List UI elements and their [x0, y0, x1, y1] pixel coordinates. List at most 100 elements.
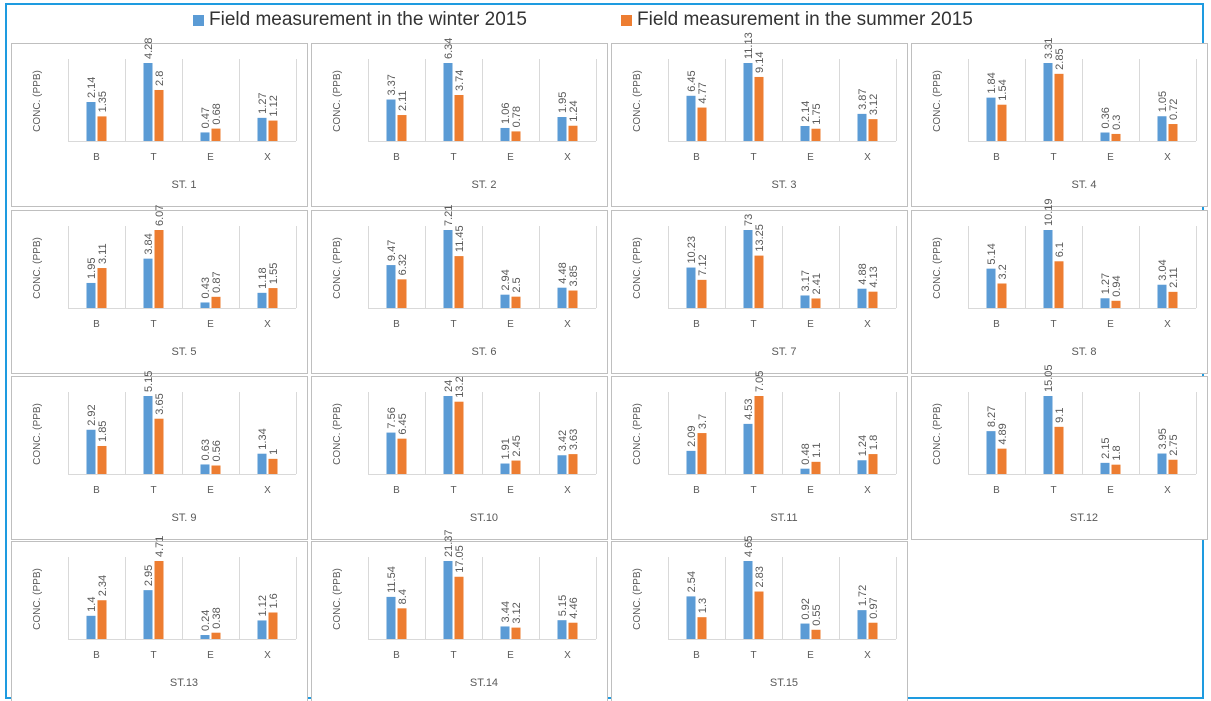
chart-title: ST. 3 [771, 179, 796, 191]
data-label: 5.15 [557, 595, 569, 616]
bar-winter-E [200, 132, 210, 141]
chart-title: ST.13 [170, 677, 198, 689]
category-tick-label: T [750, 319, 756, 330]
y-axis-title: CONC. (PPB) [332, 568, 343, 630]
category-tick-label: X [264, 319, 271, 330]
bar-summer-B [997, 104, 1007, 141]
category-tick-label: T [450, 152, 456, 163]
data-label: 7.05 [754, 371, 766, 392]
bar-winter-X [557, 455, 567, 474]
bar-summer-E [511, 131, 521, 141]
data-label: 0.47 [200, 107, 212, 128]
bar-summer-E [211, 128, 221, 141]
category-tick-label: B [93, 650, 100, 661]
category-tick-label: E [1107, 152, 1114, 163]
category-tick-label: X [564, 152, 571, 163]
category-tick-label: E [1107, 319, 1114, 330]
data-label: 0.68 [211, 103, 223, 124]
category-tick-label: T [750, 485, 756, 496]
legend-swatch-summer [621, 14, 632, 26]
category-tick-label: B [393, 319, 400, 330]
category-tick-label: T [750, 152, 756, 163]
chart-title: ST.14 [470, 677, 498, 689]
y-axis-title: CONC. (PPB) [932, 403, 943, 465]
bar-winter-B [986, 268, 996, 308]
category-tick-label: X [1164, 152, 1171, 163]
data-label: 0.63 [200, 439, 212, 460]
y-axis-title: CONC. (PPB) [332, 403, 343, 465]
data-label: 0.55 [811, 604, 823, 625]
data-label: 1.3 [697, 598, 709, 613]
bar-winter-E [500, 127, 510, 141]
data-label: 1.34 [257, 428, 269, 449]
bar-summer-X [568, 622, 578, 639]
data-label: 2.8 [154, 71, 166, 86]
bar-winter-E [800, 126, 810, 141]
data-label: 3.7 [697, 414, 709, 429]
data-label: 0.36 [1100, 107, 1112, 128]
data-label: 6.45 [397, 413, 409, 434]
data-label: 1.24 [857, 435, 869, 456]
bar-summer-B [697, 617, 707, 639]
chart-title: ST. 8 [1071, 346, 1096, 358]
category-tick-label: X [564, 319, 571, 330]
data-label: 2.83 [754, 566, 766, 587]
station-chart-4: 1.84 1.54 B 3.312.85 T 0.36 0.3 E 1.05 0.72 X CONC.… [911, 38, 1208, 207]
data-label: 3.95 [1157, 428, 1169, 449]
bar-winter-X [857, 113, 867, 141]
data-label: 6.07 [154, 205, 166, 226]
y-axis-title: CONC. (PPB) [632, 70, 643, 132]
bar-winter-T [1043, 230, 1053, 308]
bar-summer-X [568, 125, 578, 141]
data-label: 4.89 [997, 423, 1009, 444]
bar-summer-B [397, 115, 407, 141]
data-label: 1.85 [97, 421, 109, 442]
category-tick-label: X [1164, 319, 1171, 330]
category-tick-label: E [807, 319, 814, 330]
data-label: 5.15 [143, 371, 155, 392]
station-chart-10: 7.56 6.45 B 24 13.2 T 1.91 2.45 E 3.42 3.63 X CONC. … [311, 376, 608, 540]
bar-summer-E [1111, 300, 1121, 308]
data-label: 2.92 [86, 404, 98, 425]
data-label: 2.5 [511, 277, 523, 292]
bar-summer-B [397, 279, 407, 308]
bar-winter-X [257, 453, 267, 474]
bar-winter-X [857, 610, 867, 639]
bar-summer-T [454, 401, 464, 474]
data-label: 9.47 [386, 240, 398, 261]
bar-summer-X [568, 290, 578, 308]
bar-summer-E [811, 629, 821, 639]
y-axis-title: CONC. (PPB) [632, 237, 643, 299]
category-tick-label: E [507, 319, 514, 330]
data-label: 0.78 [511, 106, 523, 127]
data-label: 0.87 [211, 271, 223, 292]
data-label: 1.6 [268, 593, 280, 608]
bar-winter-X [1157, 116, 1167, 141]
bar-summer-B [397, 608, 407, 639]
data-label: 9.14 [754, 52, 766, 73]
category-tick-label: E [1107, 485, 1114, 496]
bar-winter-T [1043, 396, 1053, 474]
bar-summer-T [454, 576, 464, 639]
data-label: 1.1 [811, 443, 823, 458]
data-label: 3.04 [1157, 259, 1169, 280]
bar-summer-E [811, 461, 821, 474]
chart-title: ST. 1 [171, 179, 196, 191]
category-tick-label: T [150, 319, 156, 330]
bar-summer-X [268, 458, 278, 474]
station-chart-13: 1.42.34 B 2.95 4.71 T 0.24 0.38 E 1.12 1.6 X CONC. … [11, 536, 308, 701]
bar-winter-B [86, 429, 96, 474]
data-label: 0.94 [1111, 275, 1123, 296]
bar-winter-T [443, 561, 453, 639]
bar-summer-T [154, 230, 164, 308]
bar-summer-X [268, 120, 278, 141]
data-label: 8.4 [397, 589, 409, 604]
bar-summer-X [568, 454, 578, 474]
legend-item-summer: Field measurement in the summer 2015 [621, 9, 973, 31]
bar-summer-E [1111, 464, 1121, 474]
category-tick-label: B [93, 485, 100, 496]
data-label: 2.11 [397, 90, 409, 111]
bar-summer-E [1111, 133, 1121, 141]
